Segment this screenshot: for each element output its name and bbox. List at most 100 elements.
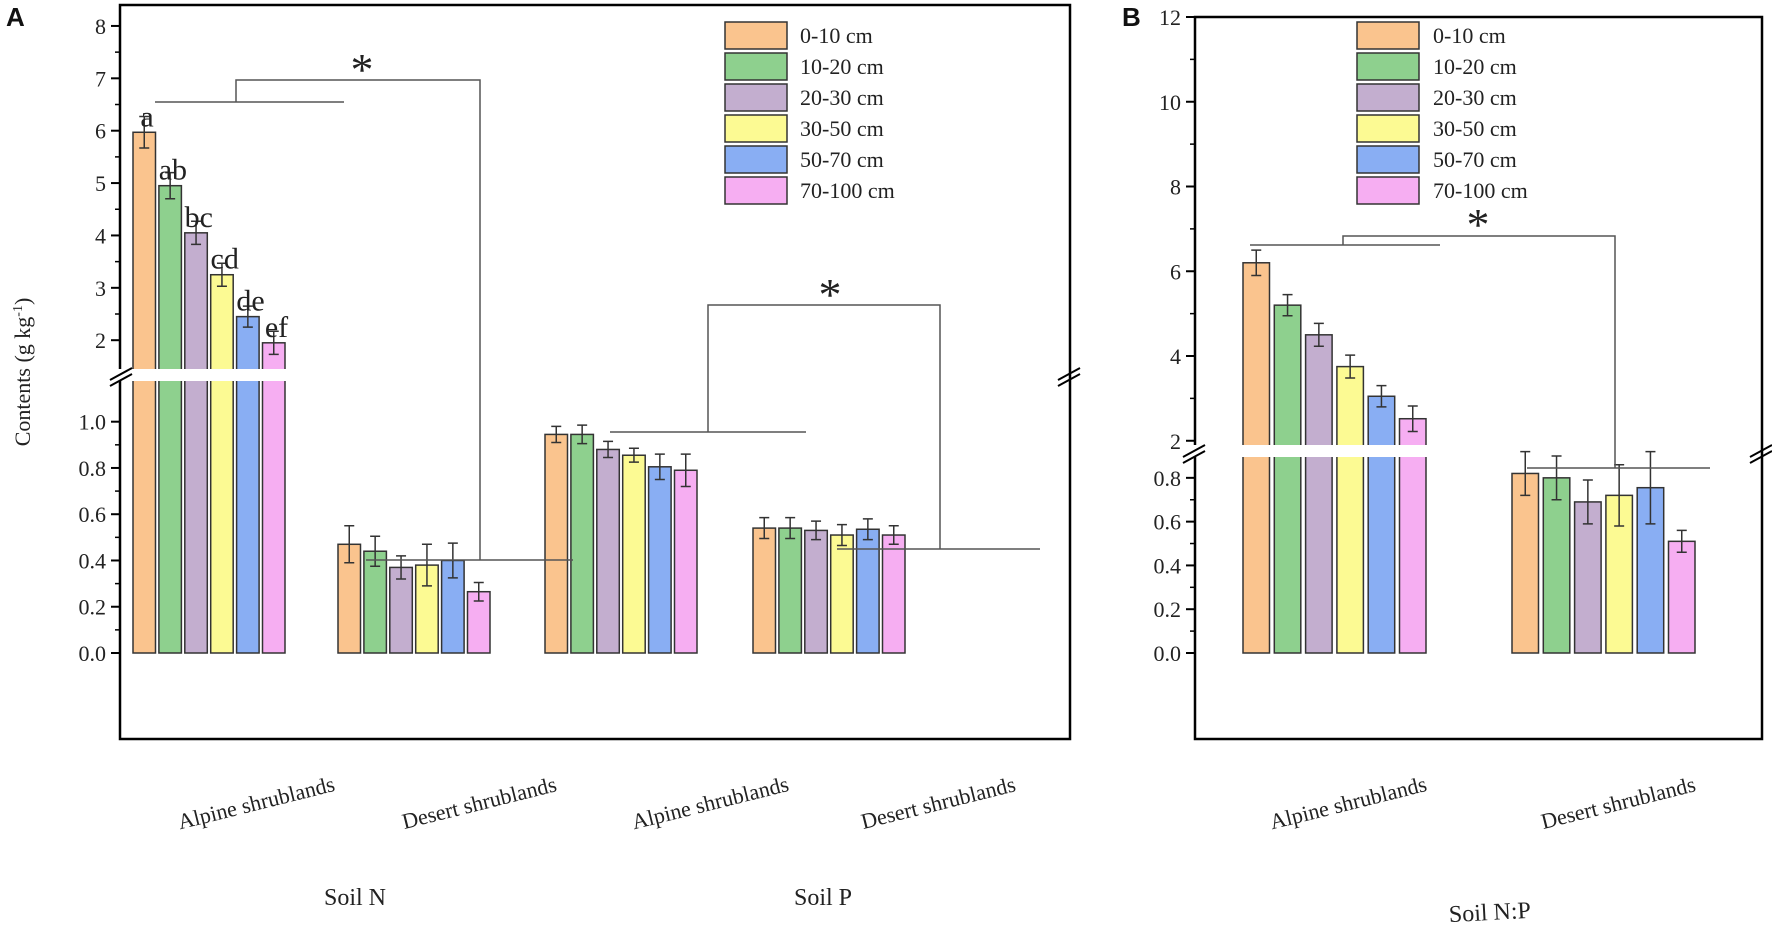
bar [881, 534, 906, 654]
panel-b: B 0.0 0.2 0.4 0.6 0.8 2 4 6 8 10 12 * 0-10 cm 10-20… [1122, 2, 1772, 928]
panel-a-break-mark-left [109, 367, 133, 387]
x-label-soil-n: Soil N [324, 885, 386, 911]
legend-swatch [1356, 83, 1420, 112]
error-bar [1313, 322, 1324, 348]
error-bar [1282, 293, 1293, 317]
y-tick-label: 6 [95, 119, 106, 144]
y-tick-label: 7 [95, 66, 106, 91]
y-tick-label: 2 [1170, 429, 1181, 454]
panel-b-axis-break-gap [1188, 445, 1460, 457]
significance-letter: ab [159, 154, 187, 187]
bar [1573, 501, 1602, 654]
y-tick-label: 8 [95, 14, 106, 39]
error-bar [242, 305, 253, 328]
bar [132, 131, 157, 654]
error-bar [603, 440, 614, 459]
y-tick-label: 12 [1159, 5, 1181, 30]
bar [209, 273, 234, 654]
panel-b-category-label-2: Desert shrublands [1538, 771, 1698, 834]
error-bar [370, 535, 381, 568]
error-bar [654, 453, 665, 481]
bar [570, 433, 595, 654]
y-axis-title-superscript: -1 [11, 305, 26, 317]
legend-swatch [1356, 145, 1420, 174]
error-bar [1582, 479, 1593, 525]
error-bar [268, 330, 279, 356]
panel-b-bars [1242, 249, 1696, 654]
bar [829, 534, 854, 654]
bar [158, 184, 183, 654]
error-bar [1551, 455, 1562, 501]
error-bar [836, 523, 847, 547]
significance-letter: ef [265, 311, 288, 344]
legend-swatch [1356, 114, 1420, 143]
y-tick-label: 0.6 [79, 502, 107, 527]
y-tick-label: 2 [95, 328, 106, 353]
error-bar [811, 520, 822, 541]
panel-a-legend: 0-10 cm 10-20 cm 20-30 cm 30-50 cm 50-70 cm 7… [724, 21, 895, 205]
panel-b-frame [1193, 15, 1764, 741]
x-label-soil-np: Soil N:P [1448, 898, 1531, 928]
bar [235, 315, 260, 654]
bracket-soil-p [707, 304, 941, 549]
error-bar [1376, 384, 1387, 408]
error-bar [165, 171, 176, 200]
legend-label: 30-50 cm [1433, 116, 1517, 141]
y-tick-label: 0.6 [1154, 510, 1182, 535]
error-bar [216, 262, 227, 287]
y-tick-label: 0.2 [79, 595, 107, 620]
y-tick-label: 8 [1170, 175, 1181, 200]
bar [1304, 334, 1333, 654]
legend-label: 30-50 cm [800, 116, 884, 141]
panel-b-break-mark-left [1182, 444, 1206, 464]
error-bar [344, 525, 355, 564]
bar [544, 433, 569, 654]
error-bar [862, 518, 873, 541]
legend-swatch [1356, 52, 1420, 81]
bar [778, 527, 803, 654]
error-bar [680, 453, 691, 488]
error-bar [1614, 463, 1625, 527]
error-bar [888, 525, 899, 546]
legend-label: 20-30 cm [1433, 85, 1517, 110]
legend-label: 10-20 cm [800, 54, 884, 79]
panel-b-label: B [1122, 2, 1141, 32]
y-tick-label: 3 [95, 276, 106, 301]
legend-swatch [724, 176, 788, 205]
y-tick-label: 10 [1159, 90, 1181, 115]
legend-swatch [724, 145, 788, 174]
y-tick-label: 0.8 [79, 456, 107, 481]
significance-letter: cd [211, 243, 239, 276]
panel-b-brackets [1250, 235, 1710, 469]
bar [261, 342, 286, 654]
y-tick-label: 0.8 [1154, 466, 1182, 491]
legend-swatch [1356, 21, 1420, 50]
y-tick-label: 0.0 [79, 641, 107, 666]
significance-letter: a [140, 100, 153, 133]
panel-b-break-mark-right [1749, 444, 1772, 464]
panel-a-brackets [155, 79, 1040, 561]
y-tick-label: 5 [95, 171, 106, 196]
legend-label: 50-70 cm [1433, 147, 1517, 172]
error-bar [1645, 450, 1656, 525]
error-bar [785, 516, 796, 540]
error-bar [551, 425, 562, 444]
panel-b-legend: 0-10 cm 10-20 cm 20-30 cm 30-50 cm 50-70 cm 7… [1356, 21, 1528, 205]
error-bar [421, 543, 432, 587]
panel-b-y-axis: 0.0 0.2 0.4 0.6 0.8 2 4 6 8 10 12 [1154, 5, 1195, 666]
y-tick-label: 4 [95, 223, 106, 248]
y-tick-label: 0.2 [1154, 597, 1182, 622]
y-tick-label: 4 [1170, 344, 1181, 369]
legend-label: 0-10 cm [1433, 23, 1506, 48]
panel-a-y-axis-title: Contents (g kg-1) [10, 298, 35, 447]
error-bar [1345, 354, 1356, 379]
panel-a-y-axis: 0.0 0.2 0.4 0.6 0.8 1.0 2 3 4 5 6 7 8 [79, 14, 120, 666]
significance-letter: de [236, 285, 264, 318]
bar [804, 529, 829, 654]
bar [621, 454, 646, 654]
significance-star-soil-p: * [819, 269, 842, 320]
bar [1667, 540, 1696, 654]
